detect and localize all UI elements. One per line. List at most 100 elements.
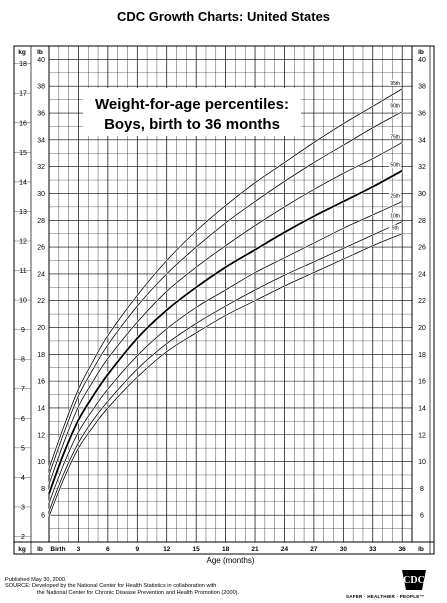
x-tick-label: 33 (369, 546, 377, 553)
kg-tick-label: 14 (19, 179, 27, 186)
lb-tick-label: 22 (37, 298, 45, 305)
curve-label-50th: 50th (390, 163, 400, 169)
kg-tick-label: 5 (21, 445, 25, 452)
kg-unit-top: kg (18, 49, 26, 56)
x-tick-label: 21 (251, 546, 259, 553)
logo-text: CDC (403, 575, 425, 586)
lb-tick-label: 14 (37, 405, 45, 412)
lb-tick-label: 24 (37, 271, 45, 278)
lb-tick-label-right: 38 (418, 84, 426, 91)
x-tick-label: 36 (399, 546, 407, 553)
kg-tick-label: 18 (19, 61, 27, 68)
lb-tick-label-right: 12 (418, 432, 426, 439)
kg-tick-label: 4 (21, 475, 25, 482)
lb-tick-label-right: 18 (418, 352, 426, 359)
lb-tick-label-right: 30 (418, 191, 426, 198)
lb-tick-label: 40 (37, 57, 45, 64)
curve-label-bg (389, 79, 402, 86)
kg-tick-label: 9 (21, 327, 25, 334)
x-axis-label: Age (months) (206, 556, 254, 565)
curve-label-bg (389, 133, 402, 140)
x-tick-label: Birth (50, 546, 65, 553)
x-tick-label: 18 (222, 546, 230, 553)
lb-unit-bottom-left: lb (37, 546, 43, 553)
curve-label-75th: 75th (390, 135, 400, 141)
curve-label-25th: 25th (390, 194, 400, 200)
lb-tick-label-right: 34 (418, 137, 426, 144)
lb-tick-label-right: 36 (418, 111, 426, 118)
curve-label-bg (389, 102, 402, 109)
curve-90th (48, 111, 403, 476)
curve-label-bg (389, 212, 402, 219)
lb-tick-label: 28 (37, 218, 45, 225)
x-tick-label: 9 (135, 546, 139, 553)
lb-tick-label: 38 (37, 84, 45, 91)
kg-tick-label: 11 (19, 268, 26, 275)
lb-tick-label: 12 (37, 432, 45, 439)
kg-tick-label: 6 (21, 416, 25, 423)
percentile-curves (47, 88, 403, 517)
x-tick-label: 15 (193, 546, 201, 553)
lb-tick-label-right: 24 (418, 271, 426, 278)
chart-title: Weight-for-age percentiles: (95, 96, 289, 113)
lb-tick-label-right: 28 (418, 218, 426, 225)
kg-tick-label: 17 (19, 91, 27, 98)
lb-tick-label-right: 6 (420, 513, 424, 520)
lb-tick-label-right: 16 (418, 379, 426, 386)
curve-label-bg (389, 224, 402, 231)
kg-tick-label: 2 (21, 534, 25, 541)
chart-labels: kg lb lb kg lb lb 6 6 8 8 10 10 12 12 14 14 16 16 18 18 20 20… (18, 49, 426, 565)
lb-tick-label-right: 22 (418, 298, 426, 305)
lb-tick-label-right: 32 (418, 164, 426, 171)
curve-label-95th: 95th (390, 81, 400, 87)
lb-tick-label: 30 (37, 191, 45, 198)
chart-axes (13, 45, 435, 555)
x-tick-label: 24 (281, 546, 289, 553)
curve-10th (48, 221, 403, 512)
lb-unit-bottom-right: lb (418, 546, 424, 553)
source-note: SOURCE: Developed by the National Center… (5, 583, 217, 590)
published-note: Published May 30, 2000. (5, 577, 67, 583)
lb-tick-label: 20 (37, 325, 45, 332)
source-note-2: the National Center for Chronic Disease … (37, 589, 240, 596)
lb-tick-label: 16 (37, 379, 45, 386)
x-tick-label: 27 (310, 546, 318, 553)
lb-tick-label-right: 26 (418, 245, 426, 252)
lb-tick-label: 26 (37, 245, 45, 252)
kg-tick-label: 10 (19, 298, 27, 305)
kg-tick-label: 16 (19, 120, 27, 127)
x-tick-label: 3 (77, 546, 81, 553)
lb-tick-label-right: 10 (418, 459, 426, 466)
lb-tick-label-right: 20 (418, 325, 426, 332)
lb-tick-label: 18 (37, 352, 45, 359)
curve-label-bg (389, 161, 402, 168)
lb-unit-top-right: lb (418, 49, 424, 56)
chart-subtitle: Boys, birth to 36 months (104, 116, 280, 133)
kg-tick-label: 3 (21, 504, 25, 511)
curve-95th (48, 88, 403, 469)
footer: Published May 30, 2000. SOURCE: Develope… (5, 577, 239, 596)
x-tick-label: 6 (106, 546, 110, 553)
curve-label-bg (389, 192, 402, 199)
chart-title-box (83, 88, 301, 136)
lb-tick-label-right: 14 (418, 405, 426, 412)
lb-tick-label: 32 (37, 164, 45, 171)
kg-tick-label: 13 (19, 209, 27, 216)
curve-label-10th: 10th (390, 214, 400, 220)
lb-unit-top-left: lb (37, 49, 43, 56)
lb-tick-label: 10 (37, 459, 45, 466)
lb-tick-label: 36 (37, 111, 45, 118)
x-tick-label: 30 (340, 546, 348, 553)
curve-label-90th: 90th (390, 104, 400, 110)
cdc-logo: CDC (402, 570, 426, 590)
lb-tick-label: 8 (41, 486, 45, 493)
lb-tick-label-right: 8 (420, 486, 424, 493)
curve-25th (48, 201, 403, 504)
kg-unit-bottom: kg (18, 546, 26, 553)
lb-tick-label: 6 (41, 513, 45, 520)
kg-tick-label: 8 (21, 357, 25, 364)
curve-label-5th: 5th (392, 226, 399, 232)
curve-75th (48, 142, 403, 485)
page-title: CDC Growth Charts: United States (116, 9, 331, 24)
